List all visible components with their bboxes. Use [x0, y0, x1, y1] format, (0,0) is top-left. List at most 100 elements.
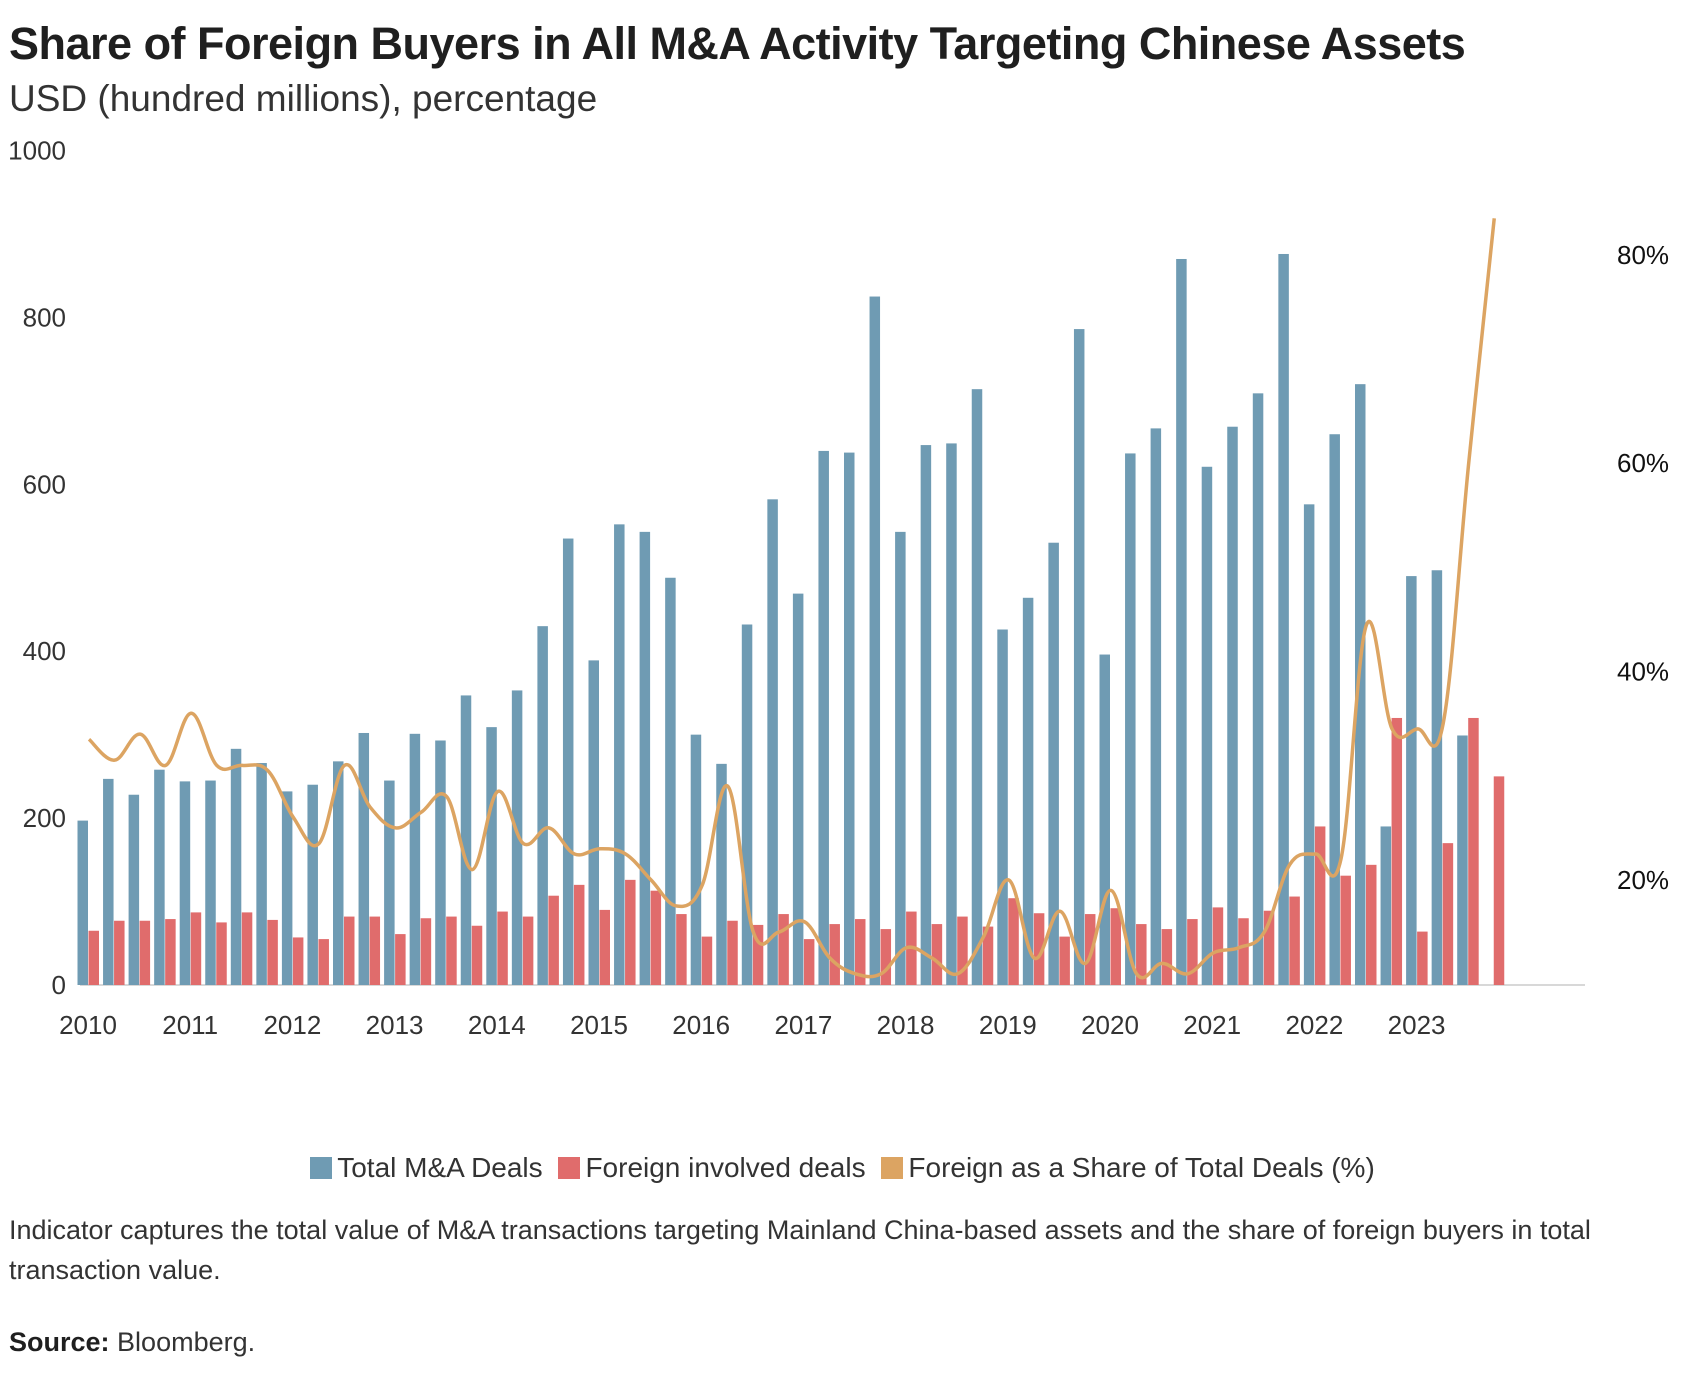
total-bar — [869, 296, 881, 986]
total-bar — [971, 389, 983, 985]
total-bar — [179, 781, 191, 985]
foreign-bar — [650, 890, 662, 985]
y-left-tick-label: 1000 — [8, 136, 66, 166]
x-tick-label: 2018 — [877, 1010, 935, 1040]
foreign-bar — [1289, 896, 1300, 985]
total-bar — [1125, 453, 1136, 986]
total-bar — [665, 577, 676, 985]
y-right-tick-label: 20% — [1617, 865, 1669, 895]
foreign-bar — [497, 911, 508, 985]
x-tick-label: 2023 — [1388, 1010, 1446, 1040]
total-bar — [460, 695, 472, 985]
legend-item-foreign[interactable]: Foreign involved deals — [558, 1152, 866, 1184]
total-bar — [716, 763, 727, 985]
foreign-bar — [625, 879, 636, 985]
foreign-bar — [267, 919, 278, 985]
total-bar — [767, 499, 778, 985]
x-tick-label: 2017 — [774, 1010, 832, 1040]
foreign-bar — [471, 925, 483, 985]
total-bar — [1329, 434, 1340, 986]
foreign-bar — [1161, 929, 1173, 985]
foreign-bar — [599, 909, 610, 985]
total-bar — [1150, 428, 1162, 985]
total-bar — [1073, 329, 1085, 985]
x-tick-label: 2013 — [366, 1010, 424, 1040]
total-bar — [741, 624, 753, 985]
foreign-bar — [1468, 717, 1479, 985]
total-bar — [844, 452, 855, 985]
total-bar — [154, 769, 165, 985]
total-bar — [435, 740, 446, 985]
y-left-tick-label: 800 — [23, 302, 66, 332]
y-left-tick-label: 0 — [52, 970, 66, 1000]
legend-label-share: Foreign as a Share of Total Deals (%) — [908, 1152, 1375, 1183]
chart-subtitle: USD (hundred millions), percentage — [9, 78, 598, 119]
foreign-bar — [165, 919, 176, 985]
chart-title: Share of Foreign Buyers in All M&A Activ… — [9, 18, 1466, 69]
chart-plot: 0 200 400 600 800 1000 20% 40% 60% 80% 2010 2011 201… — [8, 136, 1669, 1041]
total-bar — [1201, 466, 1213, 985]
total-bar — [77, 820, 88, 985]
y-right-tick-label: 80% — [1617, 240, 1669, 270]
total-bar — [614, 524, 625, 985]
foreign-bar — [1314, 826, 1326, 985]
share-line-series — [87, 218, 1496, 980]
total-bar — [384, 780, 395, 985]
total-bar — [537, 626, 548, 985]
source-label: Source: — [9, 1327, 110, 1357]
total-bar — [588, 660, 599, 985]
foreign-bar — [701, 936, 713, 985]
foreign-bar — [1493, 776, 1505, 985]
foreign-bar — [395, 934, 406, 985]
foreign-bar — [880, 929, 892, 985]
total-bar — [818, 450, 829, 985]
y-left-tick-label: 400 — [23, 636, 66, 666]
tick-labels: 0 200 400 600 800 1000 20% 40% 60% 80% 2010 2011 201… — [8, 136, 1669, 1041]
chart-legend: Total M&A Deals Foreign involved deals F… — [0, 1152, 1685, 1186]
total-bars-series — [77, 253, 1468, 986]
total-bar — [792, 593, 804, 985]
foreign-bar — [1417, 931, 1428, 985]
legend-label-total: Total M&A Deals — [337, 1152, 543, 1183]
total-bar — [281, 791, 293, 985]
y-left-tick-label: 600 — [23, 469, 66, 499]
foreign-bar — [573, 884, 585, 985]
total-bar — [1303, 504, 1315, 985]
foreign-bar — [803, 939, 815, 985]
total-bar — [1406, 576, 1417, 985]
legend-swatch-share — [881, 1157, 904, 1179]
foreign-bar — [1059, 936, 1070, 985]
total-bar — [920, 445, 932, 985]
total-bar — [409, 733, 421, 985]
x-tick-label: 2022 — [1285, 1010, 1343, 1040]
total-bar — [639, 531, 651, 985]
x-tick-label: 2012 — [263, 1010, 321, 1040]
total-bar — [205, 780, 216, 985]
foreign-bar — [88, 930, 99, 985]
legend-label-foreign: Foreign involved deals — [585, 1152, 866, 1183]
x-tick-label: 2020 — [1081, 1010, 1139, 1040]
legend-item-share[interactable]: Foreign as a Share of Total Deals (%) — [881, 1152, 1375, 1184]
foreign-bar — [931, 924, 943, 985]
foreign-bar — [420, 918, 432, 985]
foreign-bar — [369, 916, 381, 985]
x-tick-label: 2011 — [162, 1010, 218, 1040]
foreign-bar — [1136, 924, 1147, 985]
foreign-bar — [1238, 918, 1249, 985]
total-bar — [333, 761, 344, 985]
legend-item-total[interactable]: Total M&A Deals — [310, 1152, 543, 1184]
chart-note: Indicator captures the total value of M&… — [9, 1215, 1591, 1285]
x-tick-label: 2016 — [672, 1010, 730, 1040]
foreign-bar — [1391, 717, 1403, 985]
total-bar — [1457, 735, 1468, 985]
foreign-bar — [676, 914, 687, 985]
foreign-bar — [1187, 919, 1198, 985]
total-bar — [128, 794, 140, 985]
total-bar — [1176, 258, 1187, 985]
total-bar — [358, 732, 370, 985]
total-bar — [946, 443, 957, 985]
foreign-bar — [829, 924, 840, 985]
x-tick-label: 2019 — [979, 1010, 1037, 1040]
total-bar — [997, 629, 1008, 985]
foreign-bar — [114, 920, 125, 985]
